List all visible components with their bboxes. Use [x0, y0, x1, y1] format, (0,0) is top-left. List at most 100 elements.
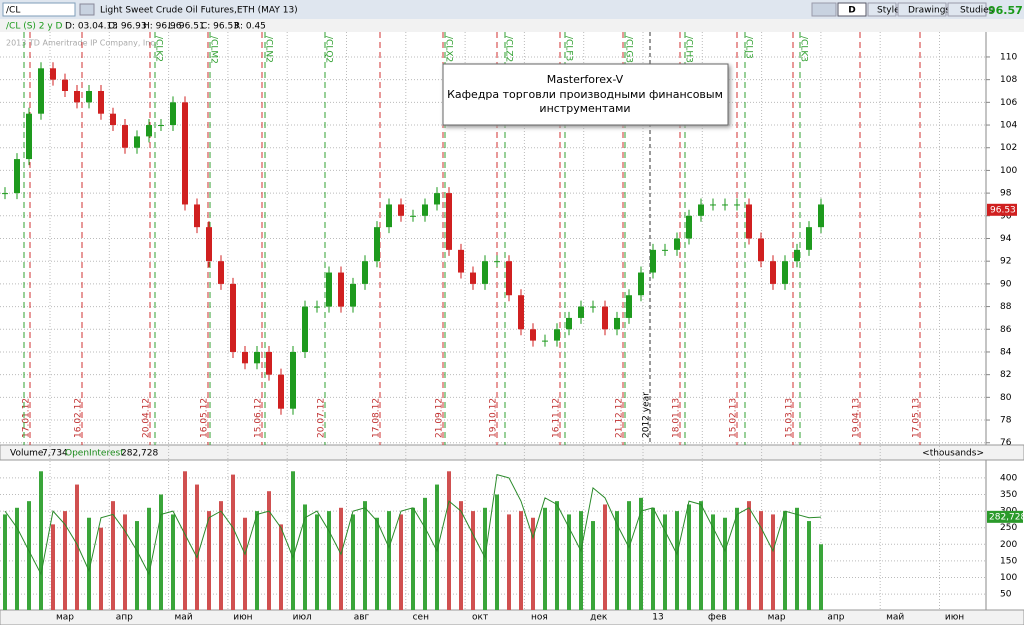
- info-high: H: 96.96: [143, 22, 182, 32]
- price-label-box: [987, 203, 1017, 216]
- volume-bar: [723, 517, 727, 610]
- y-tick-label: 250: [1000, 523, 1017, 533]
- candle-body: [254, 351, 260, 364]
- volume-bar: [279, 524, 283, 610]
- volume-bar: [315, 514, 319, 610]
- expiry-label: 16.11.12: [552, 398, 562, 438]
- contract-label: /CLK3: [799, 36, 809, 62]
- volume-bar: [399, 514, 403, 610]
- y-tick-label: 104: [1000, 121, 1017, 131]
- candle-body: [638, 272, 644, 296]
- candle-body: [542, 340, 548, 342]
- candle-body: [350, 283, 356, 307]
- annotation-box: [442, 63, 729, 126]
- volume-bar: [711, 514, 715, 610]
- month-label: 13: [652, 613, 663, 623]
- volume-bar: [171, 514, 175, 610]
- month-label: июн: [233, 613, 252, 623]
- expiry-label: 21.09.12: [435, 398, 445, 438]
- candle-body: [98, 91, 104, 114]
- month-label: дек: [590, 613, 608, 623]
- volume-bar: [63, 511, 67, 610]
- expiry-label: 15.02.13: [729, 398, 739, 438]
- studies-button[interactable]: [947, 2, 987, 17]
- y-tick-label: 94: [1000, 234, 1012, 244]
- contract-label: /CLG3: [624, 36, 634, 63]
- y-tick-label: 50: [1000, 590, 1012, 600]
- expiry-label: 17.08.12: [372, 398, 382, 438]
- annotation-title: Masterforex-V: [547, 73, 624, 86]
- info-low: L: 96.51: [168, 22, 205, 32]
- candle-body: [410, 215, 416, 217]
- chart-name: /CL (S) 2 y D: [6, 22, 63, 32]
- volume-bar: [687, 504, 691, 610]
- candle-body: [554, 329, 560, 341]
- candle-body: [770, 261, 776, 284]
- link-icon[interactable]: [79, 3, 95, 16]
- volume-bar: [207, 511, 211, 610]
- y-tick-label: 84: [1000, 347, 1012, 357]
- volume-bar: [819, 544, 823, 610]
- candle-body: [38, 68, 44, 114]
- style-label: Style: [877, 6, 900, 16]
- volume-bar: [351, 514, 355, 610]
- annotation-line: инструментами: [539, 102, 630, 115]
- volume-header: [0, 444, 1024, 461]
- month-label: апр: [827, 613, 844, 623]
- contract-label: /CLN2: [264, 36, 274, 63]
- style-button[interactable]: [867, 2, 897, 17]
- contract-label: /CLF3: [564, 36, 574, 61]
- volume-bar: [579, 511, 583, 610]
- candle-body: [122, 125, 128, 148]
- candle-body: [794, 249, 800, 262]
- volume-bar: [615, 511, 619, 610]
- volume-bar: [183, 471, 187, 610]
- expiry-label: 17.01.12: [22, 398, 32, 438]
- month-label: май: [175, 613, 193, 623]
- volume-last: 7,734: [42, 449, 68, 459]
- candle-body: [806, 227, 812, 250]
- contract-label: /CLQ2: [324, 36, 334, 63]
- symbol-box[interactable]: [2, 2, 76, 17]
- oi-title: OpenInterest: [65, 449, 124, 459]
- volume-bar: [75, 484, 79, 610]
- y-tick-label: 76: [1000, 438, 1012, 448]
- volume-bar: [663, 514, 667, 610]
- volume-bar: [435, 484, 439, 610]
- y-tick-label: 88: [1000, 302, 1012, 312]
- expiry-label: 17.05.13: [912, 398, 922, 438]
- candle-body: [698, 204, 704, 216]
- candle-body: [422, 204, 428, 216]
- candle-body: [146, 125, 152, 137]
- drawings-button[interactable]: [897, 2, 947, 17]
- volume-bar: [291, 471, 295, 610]
- volume-bar: [255, 511, 259, 610]
- volume-bar: [387, 511, 391, 610]
- candle-body: [362, 261, 368, 284]
- units: <thousands>: [922, 449, 984, 459]
- info-range: R: 0.45: [234, 22, 266, 32]
- oi-label: 282,728: [989, 512, 1024, 522]
- expiry-label: 20.07.12: [317, 398, 327, 438]
- y-tick-label: 98: [1000, 189, 1012, 199]
- volume-bar: [99, 527, 103, 610]
- month-label: июн: [945, 613, 964, 623]
- volume-bar: [459, 501, 463, 610]
- tools-icon[interactable]: [811, 2, 837, 17]
- expiry-label: 19.10.12: [489, 398, 499, 438]
- candle-body: [398, 204, 404, 216]
- period-button[interactable]: [837, 2, 867, 17]
- candle-body: [470, 272, 476, 284]
- info-open: O: 96.93: [108, 22, 147, 32]
- contract-label: /CLJ3: [744, 36, 754, 59]
- candle-body: [674, 238, 680, 250]
- candle-body: [590, 306, 596, 308]
- volume-bar: [411, 507, 415, 610]
- volume-bar: [135, 521, 139, 610]
- volume-bar: [519, 511, 523, 610]
- y-tick-label: 100: [1000, 166, 1017, 176]
- y-tick-label: 86: [1000, 325, 1012, 335]
- oi-last: 282,728: [121, 449, 158, 459]
- price-label: 96.53: [990, 205, 1016, 215]
- candle-body: [506, 261, 512, 296]
